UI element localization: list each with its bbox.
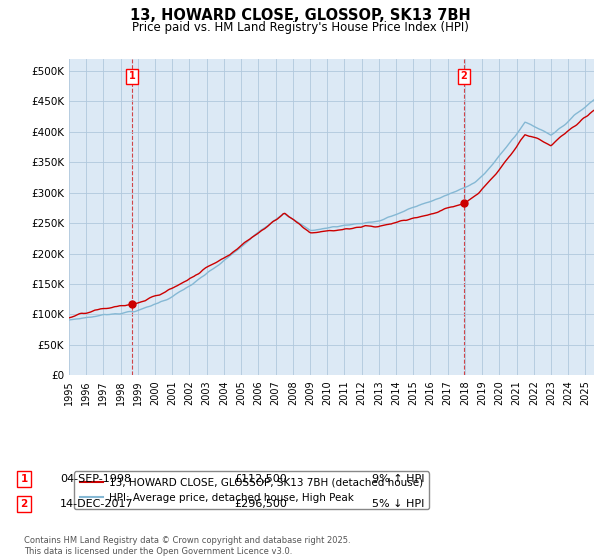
Legend: 13, HOWARD CLOSE, GLOSSOP, SK13 7BH (detached house), HPI: Average price, detach: 13, HOWARD CLOSE, GLOSSOP, SK13 7BH (det…	[74, 472, 429, 509]
Text: 2: 2	[461, 72, 467, 81]
Text: Price paid vs. HM Land Registry's House Price Index (HPI): Price paid vs. HM Land Registry's House …	[131, 21, 469, 34]
Text: 9% ↑ HPI: 9% ↑ HPI	[372, 474, 425, 484]
Text: £296,500: £296,500	[234, 499, 287, 509]
Text: £112,500: £112,500	[234, 474, 287, 484]
Text: 1: 1	[129, 72, 136, 81]
Text: 1: 1	[20, 474, 28, 484]
Text: 2: 2	[20, 499, 28, 509]
Text: 14-DEC-2017: 14-DEC-2017	[60, 499, 134, 509]
Text: 04-SEP-1998: 04-SEP-1998	[60, 474, 131, 484]
Text: 13, HOWARD CLOSE, GLOSSOP, SK13 7BH: 13, HOWARD CLOSE, GLOSSOP, SK13 7BH	[130, 8, 470, 24]
Text: 5% ↓ HPI: 5% ↓ HPI	[372, 499, 424, 509]
Text: Contains HM Land Registry data © Crown copyright and database right 2025.
This d: Contains HM Land Registry data © Crown c…	[24, 536, 350, 556]
